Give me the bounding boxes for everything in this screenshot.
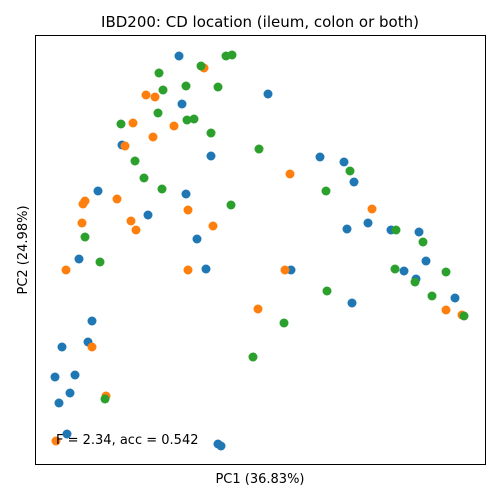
scatter-point: [54, 398, 64, 408]
scatter-point: [174, 51, 184, 61]
scatter-point: [158, 85, 168, 95]
scatter-point: [347, 298, 357, 308]
x-axis-label: PC1 (36.83%): [215, 472, 304, 487]
scatter-point: [80, 232, 90, 242]
scatter-point: [120, 141, 130, 151]
scatter-point: [421, 256, 431, 266]
scatter-point: [208, 221, 218, 231]
scatter-point: [390, 264, 400, 274]
scatter-point: [263, 89, 273, 99]
scatter-point: [192, 234, 202, 244]
scatter-point: [78, 199, 88, 209]
scatter-point: [459, 311, 469, 321]
scatter-point: [141, 90, 151, 100]
scatter-point: [112, 194, 122, 204]
scatter-point: [206, 151, 216, 161]
scatter-point: [51, 436, 61, 446]
scatter-point: [441, 267, 451, 277]
scatter-point: [143, 210, 153, 220]
scatter-point: [74, 254, 84, 264]
scatter-point: [226, 200, 236, 210]
scatter-point: [61, 265, 71, 275]
scatter-point: [391, 225, 401, 235]
plot-area-frame: [35, 35, 486, 465]
data-points: [50, 50, 469, 451]
scatter-point: [342, 224, 352, 234]
scatter-point: [339, 157, 349, 167]
scatter-point: [441, 305, 451, 315]
scatter-point: [77, 218, 87, 228]
scatter-point: [227, 50, 237, 60]
scatter-point: [315, 152, 325, 162]
scatter-point: [157, 184, 167, 194]
scatter-point: [254, 144, 264, 154]
scatter-point: [427, 291, 437, 301]
scatter-point: [130, 156, 140, 166]
scatter-point: [399, 266, 409, 276]
scatter-point: [93, 186, 103, 196]
scatter-point: [321, 186, 331, 196]
scatter-point: [322, 286, 332, 296]
scatter-point: [181, 189, 191, 199]
scatter-point: [95, 257, 105, 267]
scatter-point: [253, 304, 263, 314]
chart-title: IBD200: CD location (ileum, colon or bot…: [101, 13, 419, 31]
scatter-point: [177, 99, 187, 109]
scatter-point: [62, 429, 72, 439]
scatter-point: [182, 115, 192, 125]
scatter-point: [367, 204, 377, 214]
scatter-point: [128, 118, 138, 128]
scatter-point: [363, 218, 373, 228]
scatter-point: [345, 166, 355, 176]
scatter-point: [183, 265, 193, 275]
scatter-point: [189, 114, 199, 124]
scatter-point: [418, 237, 428, 247]
scatter-point: [201, 264, 211, 274]
scatter-point: [248, 352, 258, 362]
scatter-point: [87, 342, 97, 352]
scatter-point: [131, 225, 141, 235]
scatter-point: [213, 82, 223, 92]
scatter-point: [169, 121, 179, 131]
scatter-point: [410, 277, 420, 287]
scatter-point: [148, 132, 158, 142]
scatter-point: [50, 372, 60, 382]
scatter-point: [100, 394, 110, 404]
scatter-point: [139, 173, 149, 183]
scatter-point: [150, 92, 160, 102]
scatter-point: [450, 293, 460, 303]
scatter-point: [57, 342, 67, 352]
scatter-point: [181, 81, 191, 91]
stats-annotation: F = 2.34, acc = 0.542: [56, 433, 198, 448]
scatter-point: [279, 318, 289, 328]
scatter-point: [280, 265, 290, 275]
scatter-point: [70, 370, 80, 380]
scatter-point: [216, 441, 226, 451]
scatter-point: [116, 119, 126, 129]
scatter-point: [154, 68, 164, 78]
scatter-point: [65, 388, 75, 398]
scatter-point: [414, 227, 424, 237]
y-axis-label: PC2 (24.98%): [16, 205, 31, 294]
scatter-point: [87, 316, 97, 326]
scatter-point: [349, 177, 359, 187]
scatter-point: [206, 128, 216, 138]
scatter-point: [183, 205, 193, 215]
scatter-point: [153, 108, 163, 118]
scatter-point: [126, 216, 136, 226]
scatter-point: [285, 169, 295, 179]
scatter-point: [196, 61, 206, 71]
